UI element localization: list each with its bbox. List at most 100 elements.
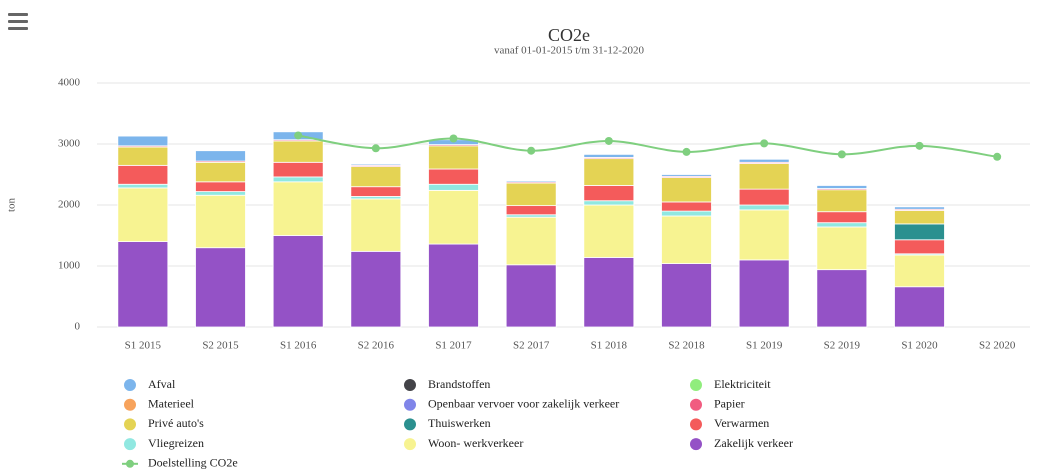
line-point: [682, 147, 691, 156]
bar-segment: [816, 185, 868, 189]
line-point: [527, 146, 536, 155]
line-point: [760, 139, 769, 148]
y-tick-label: 1000: [58, 260, 81, 272]
line-point: [837, 150, 846, 159]
bar-segment: [738, 158, 790, 163]
bar-segment: [583, 153, 635, 158]
bar-segment: [195, 247, 246, 328]
bar-segment: [505, 205, 557, 216]
x-tick-label: S1 2015: [125, 340, 162, 352]
x-tick-label: S1 2019: [746, 340, 783, 352]
legend-label: Papier: [714, 396, 745, 410]
bar-segment: [894, 254, 945, 288]
legend-marker: [404, 398, 416, 411]
chart-title: CO2e: [548, 25, 590, 45]
menu-button[interactable]: [8, 13, 28, 30]
bar-segment: [738, 188, 790, 206]
y-tick-label: 0: [75, 321, 81, 333]
legend-label: Thuiswerken: [428, 416, 491, 430]
x-tick-label: S2 2020: [979, 340, 1016, 352]
bar-segment: [661, 174, 712, 177]
bar-segment: [117, 164, 169, 185]
bar-segment: [894, 210, 945, 225]
bar-segment: [738, 204, 790, 211]
legend-label: Elektriciteit: [714, 377, 771, 391]
bar-segment: [816, 211, 868, 224]
bar-segment: [195, 191, 246, 196]
legend-marker: [404, 379, 416, 391]
bar-segment: [117, 241, 169, 328]
bar-segment: [894, 206, 945, 210]
legend-label: Afval: [148, 377, 176, 391]
bar-segment: [661, 210, 712, 217]
bar-segment: [428, 168, 479, 185]
bar-segment: [350, 250, 402, 328]
bar-segment: [117, 187, 169, 242]
line-point: [449, 134, 458, 143]
bar-segment: [195, 181, 246, 192]
chart-subtitle: vanaf 01-01-2015 t/m 31-12-2020: [494, 45, 644, 57]
bar-segment: [583, 185, 635, 202]
bar-segment: [894, 286, 945, 328]
bar-segment: [350, 163, 402, 166]
legend-label: Openbaar vervoer voor zakelijk verkeer: [428, 396, 619, 410]
line-point: [915, 141, 924, 150]
bar-segment: [117, 183, 169, 189]
line-point: [371, 144, 380, 153]
x-tick-label: S1 2016: [280, 340, 317, 352]
legend-label: Woon- werkverkeer: [428, 436, 523, 450]
bar-segment: [583, 204, 635, 258]
legend-marker: [124, 379, 136, 391]
bar-segment: [738, 259, 790, 328]
legend-marker: [124, 398, 136, 411]
line-point: [294, 131, 303, 140]
bar-segment: [350, 198, 402, 252]
legend-marker: [124, 418, 136, 431]
legend-marker: [690, 418, 702, 431]
bar-segment: [117, 135, 169, 147]
y-tick-label: 4000: [58, 77, 81, 89]
menu-bar: [8, 27, 28, 30]
bar-segment: [350, 166, 402, 188]
bar-segment: [272, 140, 324, 163]
x-tick-label: S1 2020: [901, 340, 938, 352]
bar-segment: [661, 263, 712, 328]
legend-label: Vliegreizen: [148, 436, 204, 450]
legend-marker: [690, 398, 702, 411]
x-tick-label: S2 2017: [513, 340, 550, 352]
legend-marker: [404, 418, 416, 431]
bar-segment: [738, 209, 790, 261]
bar-segment: [661, 215, 712, 264]
bar-segment: [816, 222, 868, 228]
legend-label: Zakelijk verkeer: [714, 436, 793, 450]
legend-label: Brandstoffen: [428, 377, 490, 391]
bar-segment: [505, 264, 557, 328]
y-tick-label: 2000: [58, 199, 81, 211]
bar-segment: [272, 161, 324, 178]
x-tick-label: S1 2017: [435, 340, 472, 352]
x-tick-label: S1 2018: [591, 340, 628, 352]
x-tick-label: S2 2016: [358, 340, 395, 352]
bar-segment: [272, 181, 324, 236]
bar-segment: [505, 182, 557, 207]
bar-segment: [505, 216, 557, 266]
x-tick-label: S2 2018: [668, 340, 705, 352]
y-tick-label: 3000: [58, 138, 81, 150]
bar-segment: [272, 176, 324, 183]
bar-segment: [195, 150, 246, 162]
legend-marker: [126, 459, 134, 468]
bar-segment: [583, 158, 635, 186]
bar-segment: [505, 180, 557, 183]
legend-marker: [690, 438, 702, 451]
bar-segment: [272, 235, 324, 328]
legend-label: Verwarmen: [714, 416, 769, 430]
bar-segment: [661, 177, 712, 203]
y-axis-label: ton: [6, 197, 18, 212]
line: [298, 134, 998, 158]
line-point: [604, 136, 613, 145]
bar-segment: [661, 201, 712, 212]
bar-segment: [350, 186, 402, 197]
legend-label: Materieel: [148, 396, 195, 410]
bar-segment: [816, 269, 868, 328]
